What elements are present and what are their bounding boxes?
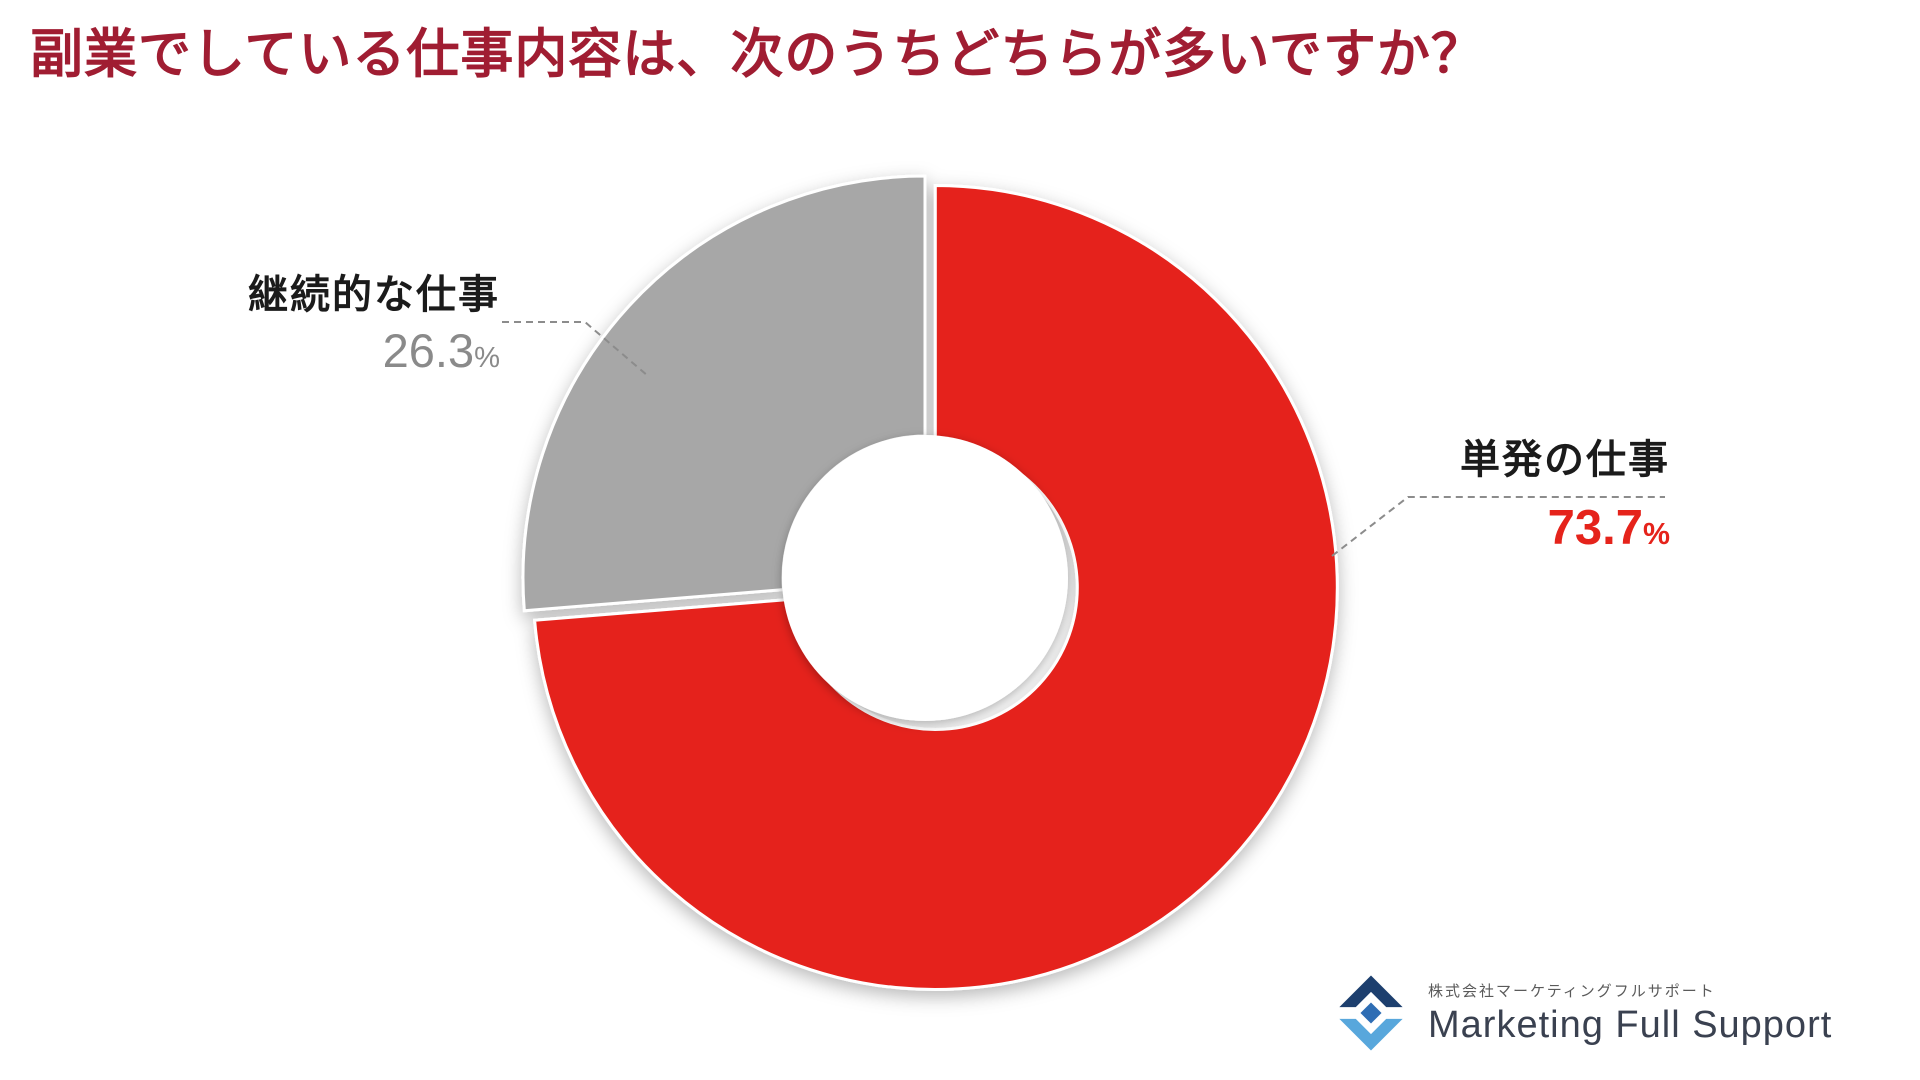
continuous-work-percent: 26.3% [150,326,500,375]
company-logo-mark [1339,975,1403,1051]
company-name-jp: 株式会社マーケティングフルサポート [1428,982,1716,1000]
single-work-label: 単発の仕事 [1460,438,1670,482]
company-logo: 株式会社マーケティングフルサポート Marketing Full Support [1330,972,1832,1054]
continuous-work-percent-value: 26.3 [382,324,475,377]
label-single-work: 単発の仕事 73.7% [1385,437,1670,554]
page-title: 副業でしている仕事内容は、次のうちどちらが多いですか？ [30,25,1485,84]
label-continuous-work: 継続的な仕事 26.3% [150,272,500,375]
slice-単発の仕事 [533,183,1339,991]
single-work-percent-unit: % [1642,517,1670,551]
continuous-work-percent-unit: % [474,342,500,374]
single-work-percent-value: 73.7 [1547,501,1643,555]
company-name-en: Marketing Full Support [1428,1003,1833,1046]
single-work-percent: 73.7% [1385,501,1670,555]
continuous-work-label: 継続的な仕事 [248,273,500,317]
donut-slices [521,174,1339,991]
company-logo-text: 株式会社マーケティングフルサポート Marketing Full Support [1428,980,1832,1047]
leader-line-single [1331,496,1665,557]
leader-line-continuous [502,321,649,377]
donut-hole [782,435,1068,721]
